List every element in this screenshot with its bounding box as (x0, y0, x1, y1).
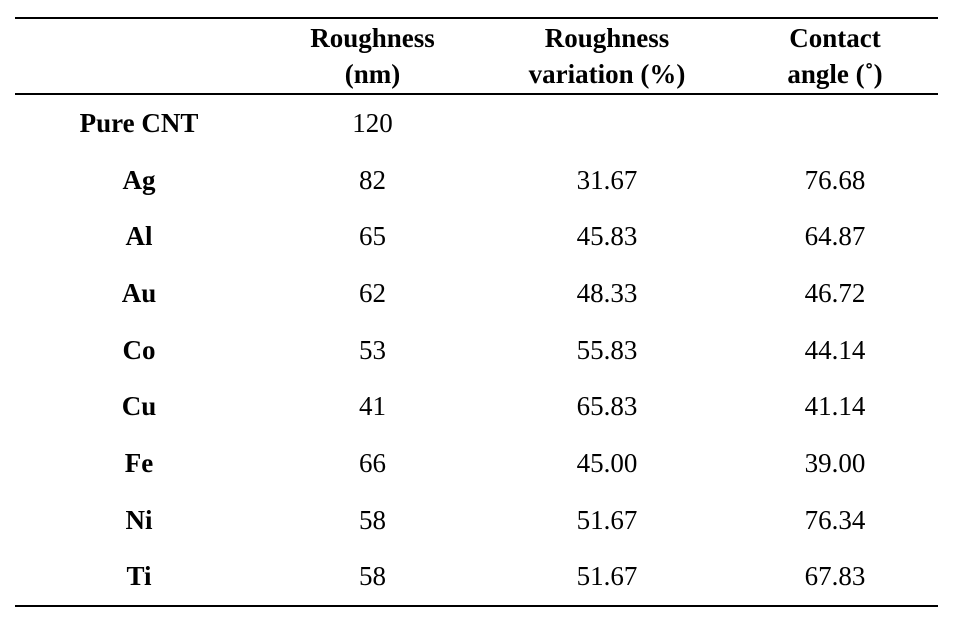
variation-cell: 55.83 (576, 334, 638, 365)
table-row: Al 65 45.83 64.87 (15, 208, 938, 265)
row-label: Ag (122, 164, 156, 195)
table-row: Cu 41 65.83 41.14 (15, 378, 938, 435)
table-row: Pure CNT 120 (15, 94, 938, 152)
header-line-1: Roughness (544, 23, 670, 53)
roughness-cell: 58 (359, 504, 386, 535)
table-row: Au 62 48.33 46.72 (15, 265, 938, 322)
contact-angle-cell: 76.68 (804, 164, 866, 195)
header-line-2: angle (˚) (787, 59, 883, 89)
header-cell-roughness-variation: Roughness variation (%) (482, 18, 732, 94)
contact-angle-cell: 67.83 (804, 561, 866, 592)
variation-cell: 45.83 (576, 221, 638, 252)
roughness-cell: 65 (359, 221, 386, 252)
variation-cell: 48.33 (576, 277, 638, 308)
variation-cell: 45.00 (576, 447, 638, 478)
header-cell-contact-angle: Contact angle (˚) (732, 18, 938, 94)
row-label: Al (125, 221, 153, 252)
row-label: Pure CNT (79, 107, 199, 138)
roughness-cell: 58 (359, 561, 386, 592)
header-row: Roughness (nm) Roughness variation (%) C… (15, 18, 938, 94)
header-line-2: variation (%) (528, 59, 686, 89)
roughness-cell: 53 (359, 334, 386, 365)
contact-angle-cell: 44.14 (804, 334, 866, 365)
roughness-cell: 66 (359, 447, 386, 478)
header-cell-label (15, 18, 263, 94)
variation-cell: 51.67 (576, 561, 638, 592)
roughness-cell: 82 (359, 164, 386, 195)
row-label: Fe (124, 447, 154, 478)
row-label: Ni (125, 504, 153, 535)
row-label: Ti (126, 561, 152, 592)
header-line-1: Contact (789, 23, 881, 53)
contact-angle-cell (732, 94, 938, 152)
table-header: Roughness (nm) Roughness variation (%) C… (15, 18, 938, 94)
table-row: Fe 66 45.00 39.00 (15, 435, 938, 492)
contact-angle-cell: 41.14 (804, 391, 866, 422)
header-line-2: (nm) (344, 59, 401, 89)
table-row: Ti 58 51.67 67.83 (15, 549, 938, 607)
header-line-1: Roughness (310, 23, 435, 53)
data-table: Roughness (nm) Roughness variation (%) C… (15, 17, 938, 607)
roughness-cell: 120 (352, 107, 393, 138)
contact-angle-cell: 76.34 (804, 504, 866, 535)
roughness-cell: 62 (359, 277, 386, 308)
variation-cell: 51.67 (576, 504, 638, 535)
contact-angle-cell: 46.72 (804, 277, 866, 308)
row-label: Co (122, 334, 156, 365)
variation-cell (482, 94, 732, 152)
table-row: Ag 82 31.67 76.68 (15, 152, 938, 209)
contact-angle-cell: 64.87 (804, 221, 866, 252)
header-cell-roughness: Roughness (nm) (263, 18, 482, 94)
variation-cell: 31.67 (576, 164, 638, 195)
table-row: Ni 58 51.67 76.34 (15, 492, 938, 549)
contact-angle-cell: 39.00 (804, 447, 866, 478)
table-body: Pure CNT 120 Ag 82 31.67 76.68 Al 65 45.… (15, 94, 938, 607)
row-label: Cu (121, 391, 157, 422)
row-label: Au (121, 277, 157, 308)
variation-cell: 65.83 (576, 391, 638, 422)
table-row: Co 53 55.83 44.14 (15, 322, 938, 379)
roughness-cell: 41 (359, 391, 386, 422)
